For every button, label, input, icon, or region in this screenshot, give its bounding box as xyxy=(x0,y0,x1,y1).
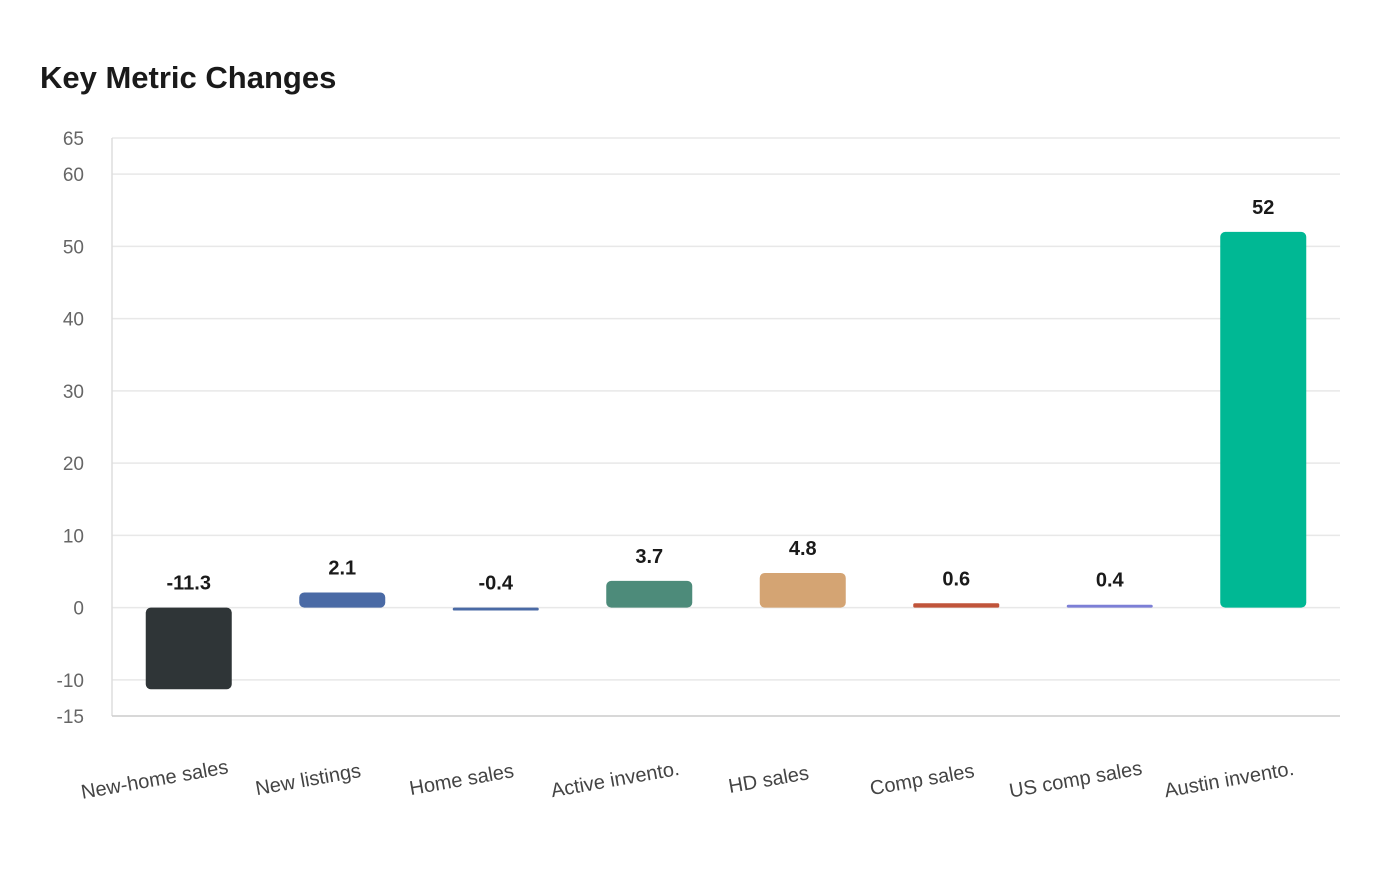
category-label: New-home sales xyxy=(79,756,230,804)
bar xyxy=(913,603,1000,608)
chart-title: Key Metric Changes xyxy=(40,60,337,95)
bar xyxy=(606,580,693,608)
gridlines xyxy=(112,137,1340,681)
y-tick-label: 30 xyxy=(63,382,84,403)
y-tick-label: 50 xyxy=(63,237,84,258)
category-label: US comp sales xyxy=(1008,758,1144,803)
value-label: 2.1 xyxy=(328,557,356,579)
category-label: Comp sales xyxy=(868,760,976,800)
value-labels: -11.3 2.1 -0.4 3.7 4.8 0.6 0.4 52 xyxy=(167,197,1275,595)
value-label: -11.3 xyxy=(167,573,211,595)
category-label: HD sales xyxy=(727,762,811,798)
bars xyxy=(145,231,1307,690)
value-label: 0.4 xyxy=(1096,570,1125,592)
category-label: Active invento. xyxy=(549,758,681,802)
value-label: 4.8 xyxy=(789,538,817,560)
bar xyxy=(145,607,232,690)
value-label: 0.6 xyxy=(942,568,970,590)
value-label: 3.7 xyxy=(635,546,663,568)
bar xyxy=(452,607,539,611)
y-tick-label: -10 xyxy=(57,671,84,692)
bar xyxy=(759,572,846,608)
category-label: Home sales xyxy=(408,760,516,800)
bar xyxy=(1066,604,1153,608)
y-tick-label: 40 xyxy=(63,310,84,331)
y-tick-label: -15 xyxy=(57,707,84,728)
y-tick-label: 20 xyxy=(63,454,84,475)
y-tick-label: 65 xyxy=(63,129,84,150)
category-label: New listings xyxy=(254,760,363,800)
bar xyxy=(1220,231,1307,608)
axes xyxy=(111,138,1340,717)
category-label: Austin invento. xyxy=(1163,758,1296,802)
y-tick-labels: -15 -10 0 10 20 30 40 50 60 65 xyxy=(57,129,84,728)
value-label: 52 xyxy=(1252,197,1274,219)
y-tick-label: 10 xyxy=(63,526,84,547)
y-tick-label: 0 xyxy=(73,599,84,620)
value-label: -0.4 xyxy=(479,573,514,595)
category-labels: New-home sales New listings Home sales Acti… xyxy=(79,756,1295,804)
bar xyxy=(299,592,386,608)
y-tick-label: 60 xyxy=(63,165,84,186)
